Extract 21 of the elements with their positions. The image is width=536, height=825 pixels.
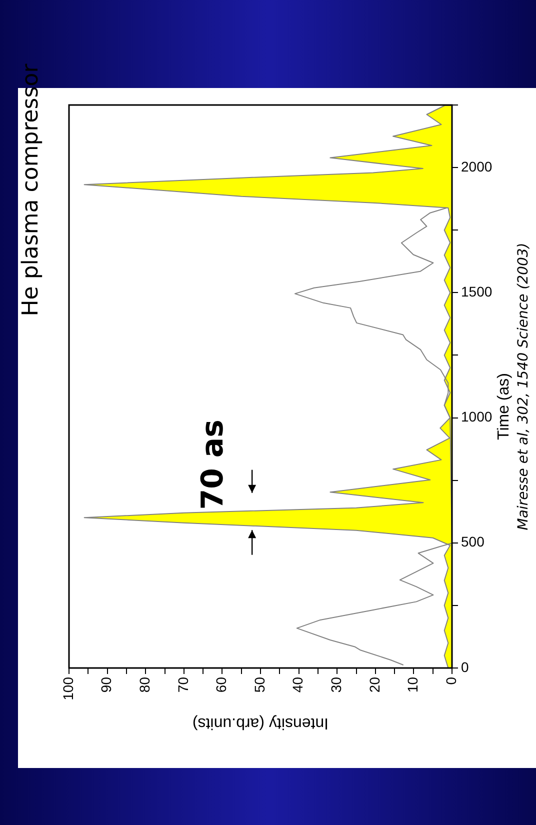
x-tick-label: 100: [60, 676, 76, 700]
x-tick-label: 30: [328, 676, 344, 693]
text: He plasma compressor: [18, 62, 44, 316]
x-tick-label: 80: [136, 676, 152, 693]
y-tick-label: 1000: [461, 408, 492, 425]
x-tick-label: 60: [213, 676, 230, 693]
x-tick-label: 20: [366, 676, 382, 693]
annotation: 70 as: [196, 420, 231, 510]
y-tick-label: 500: [461, 534, 485, 550]
x-tick-label: 50: [251, 676, 268, 693]
x-tick-label: 90: [98, 676, 114, 693]
x-tick-label: 10: [404, 676, 421, 693]
x-tick-label: 0: [442, 676, 459, 685]
x-axis-title: Intensity (arb.units): [192, 714, 329, 732]
x-tick-label: 70: [174, 676, 191, 693]
y-tick-label: 1500: [461, 284, 492, 300]
x-tick-label: 40: [290, 676, 306, 693]
text: Mairesse et al, 302, 1540 Science (2003): [516, 242, 532, 530]
y-tick-label: 0: [461, 658, 469, 675]
y-axis-title: Time (as): [495, 373, 512, 440]
y-tick-label: 2000: [461, 158, 492, 174]
